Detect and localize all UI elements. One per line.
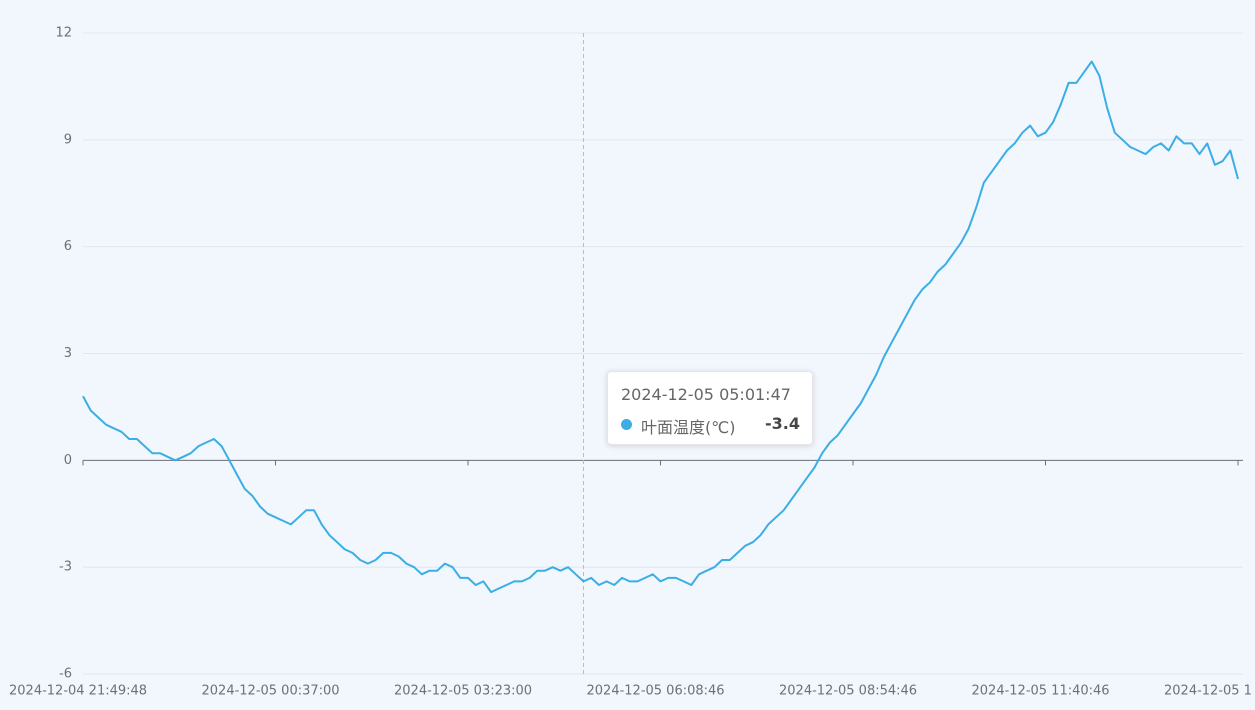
x-tick-label: 2024-12-05 06:08:46: [587, 684, 725, 699]
y-tick-label: -6: [59, 667, 72, 682]
tooltip-marker: [621, 419, 632, 430]
tooltip-title: 2024-12-05 05:01:47: [621, 385, 791, 404]
y-tick-label: 6: [64, 239, 72, 254]
y-tick-label: 3: [64, 346, 72, 361]
series-line: [82, 60, 1239, 594]
tooltip-series: 叶面温度(℃): [641, 418, 736, 437]
x-tick-label: 2024-12-04 21:49:48: [9, 684, 147, 699]
x-tick-label: 2024-12-05 08:54:46: [779, 684, 917, 699]
y-tick-label: -3: [59, 560, 72, 575]
y-tick-label: 0: [64, 453, 72, 468]
x-tick-label: 2024-12-05 11:40:46: [972, 684, 1110, 699]
tooltip: 2024-12-05 05:01:47 叶面温度(℃) -3.4: [607, 371, 813, 445]
x-tick-label: 2024-12-05 1: [1164, 684, 1252, 699]
y-tick-label: 12: [55, 26, 72, 41]
x-tick-label: 2024-12-05 00:37:00: [202, 684, 340, 699]
x-tick-label: 2024-12-05 03:23:00: [394, 684, 532, 699]
y-tick-label: 9: [64, 132, 72, 147]
tooltip-value: -3.4: [765, 414, 800, 433]
